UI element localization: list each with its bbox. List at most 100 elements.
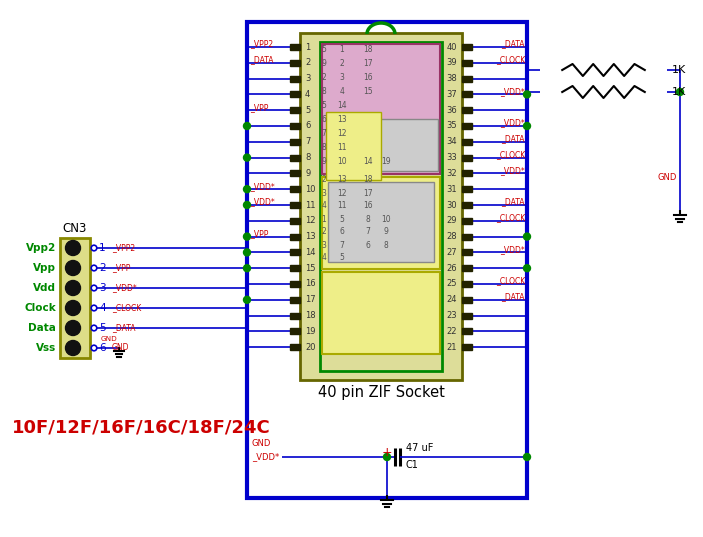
Text: Clock: Clock (24, 303, 56, 313)
Text: 17: 17 (305, 295, 316, 304)
Bar (462, 218, 472, 224)
Text: 9: 9 (384, 228, 389, 236)
Text: 6: 6 (321, 115, 326, 125)
Bar (462, 234, 472, 240)
Bar (462, 186, 472, 192)
Text: Vpp: Vpp (33, 263, 56, 273)
Circle shape (676, 89, 683, 96)
Bar (328, 182, 434, 262)
Bar (290, 313, 300, 318)
Circle shape (243, 249, 250, 256)
Text: 5: 5 (340, 214, 344, 223)
Bar (290, 76, 300, 82)
Bar (462, 313, 472, 318)
Text: _VDD*: _VDD* (252, 453, 279, 461)
Bar (290, 329, 300, 335)
Circle shape (243, 265, 250, 272)
Bar (290, 123, 300, 129)
Bar (290, 170, 300, 176)
Text: 7: 7 (340, 241, 344, 250)
Bar (322, 177, 440, 269)
Text: 3: 3 (340, 74, 344, 83)
Circle shape (243, 233, 250, 240)
Text: Data: Data (28, 323, 56, 333)
Text: 47 uF: 47 uF (406, 443, 433, 453)
Bar (300, 33, 462, 380)
Bar (462, 265, 472, 271)
Text: 13: 13 (337, 115, 347, 125)
Text: 7: 7 (321, 129, 326, 139)
Text: 20: 20 (305, 343, 316, 352)
Circle shape (91, 265, 97, 271)
Circle shape (91, 305, 97, 311)
Text: _VPP2: _VPP2 (112, 243, 135, 252)
Text: 12: 12 (337, 188, 347, 198)
Bar (462, 344, 472, 350)
Bar (462, 281, 472, 287)
Text: 3: 3 (305, 74, 311, 83)
Text: 6: 6 (340, 228, 344, 236)
Bar (462, 297, 472, 303)
Text: 7: 7 (366, 228, 370, 236)
Bar (290, 234, 300, 240)
Text: +: + (382, 446, 392, 460)
Bar (60, 238, 90, 358)
Text: _VDD*: _VDD* (250, 182, 275, 191)
Text: 18: 18 (363, 176, 373, 185)
Text: 3: 3 (321, 188, 326, 198)
Text: _DATA: _DATA (501, 292, 525, 301)
Text: 11: 11 (337, 143, 347, 153)
Circle shape (243, 186, 250, 193)
Circle shape (524, 122, 531, 129)
Text: 15: 15 (363, 88, 373, 97)
Text: _VPP: _VPP (112, 264, 130, 272)
Circle shape (65, 260, 81, 275)
Bar (290, 139, 300, 145)
Text: GND: GND (101, 336, 117, 342)
Text: 18: 18 (363, 46, 373, 54)
Text: 12: 12 (337, 129, 347, 139)
Text: 30: 30 (446, 200, 457, 209)
Text: _CLOCK: _CLOCK (496, 55, 525, 64)
Circle shape (243, 154, 250, 161)
Text: 21: 21 (446, 343, 457, 352)
Text: Vpp2: Vpp2 (26, 243, 56, 253)
Text: _CLOCK: _CLOCK (496, 213, 525, 222)
Text: 5: 5 (340, 253, 344, 263)
Bar (247, 22, 527, 498)
Text: 10: 10 (337, 157, 347, 166)
Text: 1: 1 (322, 214, 326, 223)
Text: 8: 8 (384, 241, 388, 250)
Circle shape (384, 454, 390, 461)
Bar (462, 202, 472, 208)
Circle shape (243, 201, 250, 208)
Text: 27: 27 (446, 248, 457, 257)
Text: 9: 9 (321, 60, 326, 69)
Text: 2: 2 (322, 176, 326, 185)
Text: 28: 28 (446, 232, 457, 241)
Text: 13: 13 (337, 176, 347, 185)
Text: 31: 31 (446, 185, 457, 194)
Text: _DATA: _DATA (501, 40, 525, 48)
Bar (290, 265, 300, 271)
Text: 34: 34 (446, 137, 457, 146)
Text: 4: 4 (321, 253, 326, 263)
Bar (290, 249, 300, 256)
Text: 15: 15 (305, 264, 316, 273)
Text: 5: 5 (321, 101, 326, 111)
Bar (290, 202, 300, 208)
Text: 1K: 1K (672, 87, 686, 97)
Text: 4: 4 (340, 88, 344, 97)
Text: 5: 5 (99, 323, 105, 333)
Bar (371, 119, 438, 171)
Circle shape (243, 296, 250, 303)
Text: 10: 10 (381, 214, 391, 223)
Text: 36: 36 (446, 106, 457, 115)
Text: 8: 8 (322, 88, 326, 97)
Text: 5: 5 (305, 106, 310, 115)
Text: 38: 38 (446, 74, 457, 83)
Circle shape (65, 280, 81, 295)
Circle shape (65, 301, 81, 316)
Text: GND: GND (657, 173, 676, 183)
Bar (462, 155, 472, 161)
